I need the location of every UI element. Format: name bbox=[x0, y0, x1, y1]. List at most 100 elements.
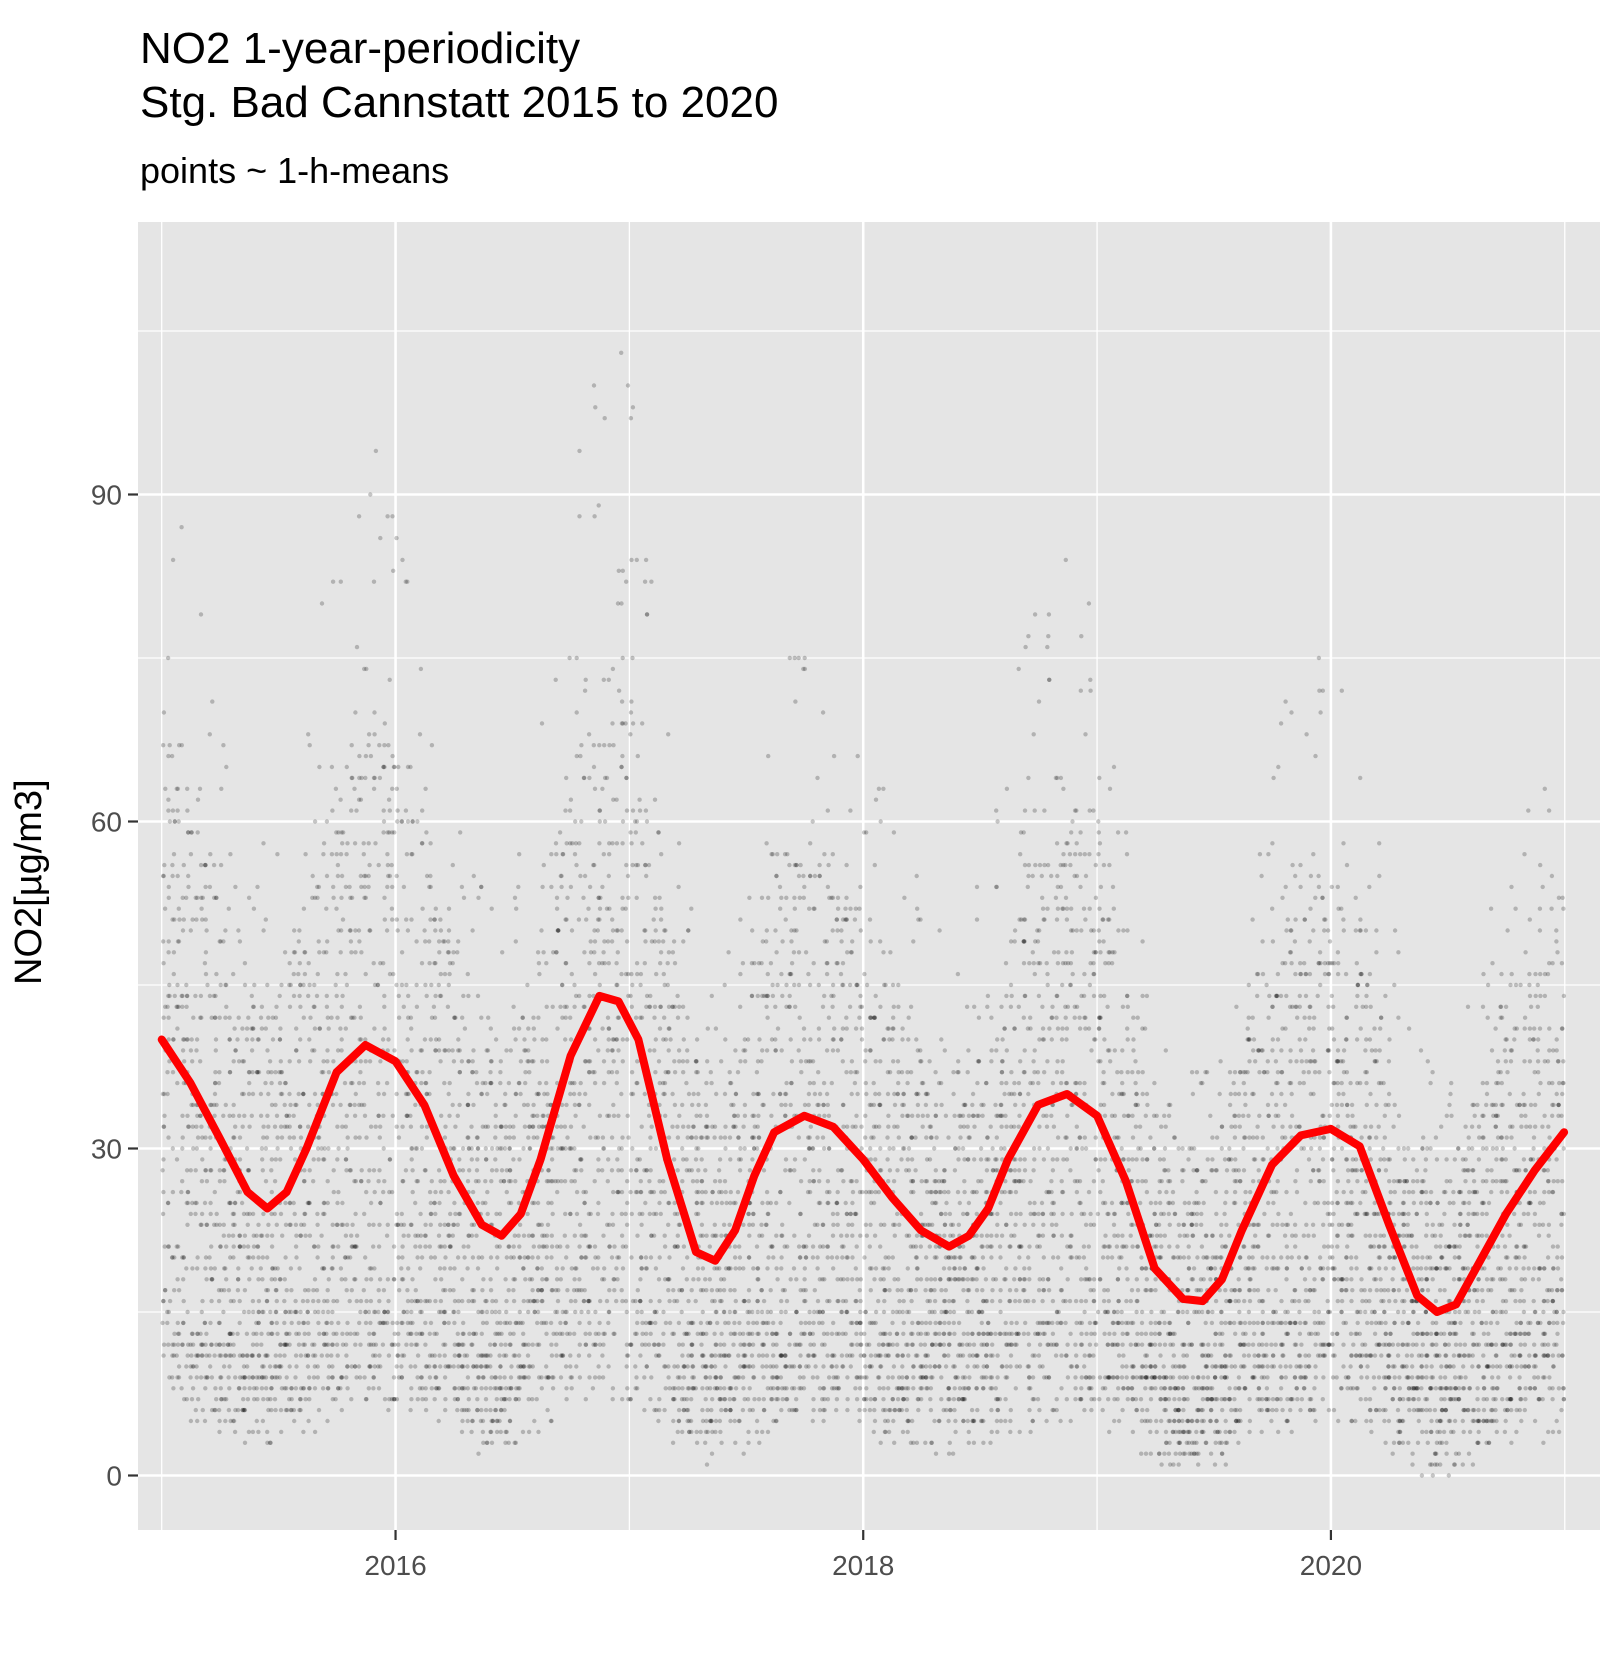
data-point bbox=[831, 1266, 836, 1271]
data-point bbox=[787, 655, 792, 661]
data-point bbox=[475, 1200, 480, 1206]
data-point bbox=[703, 1429, 709, 1435]
data-point bbox=[423, 786, 428, 791]
data-point bbox=[574, 1189, 580, 1195]
data-point bbox=[405, 928, 411, 933]
data-point bbox=[703, 1168, 708, 1173]
data-point bbox=[200, 1298, 205, 1304]
data-point bbox=[259, 1146, 265, 1151]
data-point bbox=[785, 852, 790, 857]
data-point bbox=[553, 1288, 559, 1293]
data-point bbox=[394, 1320, 400, 1326]
data-point bbox=[452, 1353, 457, 1358]
data-point bbox=[704, 1080, 709, 1086]
data-point bbox=[194, 1124, 199, 1129]
data-point bbox=[700, 1386, 705, 1391]
data-point bbox=[325, 1309, 331, 1315]
data-point bbox=[577, 1091, 582, 1097]
data-point bbox=[270, 1266, 275, 1271]
data-point bbox=[219, 1397, 224, 1402]
data-point bbox=[595, 1266, 600, 1271]
data-point bbox=[662, 1233, 667, 1238]
data-point bbox=[320, 1386, 326, 1391]
data-point bbox=[590, 1266, 596, 1271]
data-point bbox=[914, 1266, 920, 1271]
data-point bbox=[446, 928, 452, 933]
data-point bbox=[208, 1135, 213, 1140]
data-point bbox=[802, 1331, 807, 1337]
data-point bbox=[892, 1102, 898, 1108]
data-point bbox=[750, 1222, 756, 1228]
data-point bbox=[479, 1091, 485, 1097]
data-point bbox=[749, 1353, 755, 1358]
data-point bbox=[923, 1320, 929, 1326]
data-point bbox=[497, 1353, 502, 1358]
data-point bbox=[718, 1288, 723, 1293]
data-point bbox=[738, 917, 743, 922]
data-point bbox=[175, 1320, 180, 1326]
data-point bbox=[289, 1397, 294, 1402]
data-point bbox=[568, 1353, 573, 1358]
data-point bbox=[368, 1364, 373, 1369]
data-point bbox=[597, 1375, 602, 1380]
data-point bbox=[639, 1266, 644, 1271]
data-point bbox=[312, 1364, 317, 1369]
data-point bbox=[521, 1342, 527, 1347]
data-point bbox=[409, 1342, 414, 1347]
data-point bbox=[184, 1168, 190, 1173]
data-point bbox=[263, 1179, 269, 1184]
data-point bbox=[293, 1309, 298, 1315]
data-point bbox=[774, 1418, 779, 1424]
data-point bbox=[783, 1157, 789, 1162]
data-point bbox=[660, 1080, 666, 1086]
data-point bbox=[301, 1222, 307, 1228]
data-point bbox=[610, 917, 615, 922]
data-point bbox=[483, 1146, 488, 1151]
data-point bbox=[644, 873, 649, 879]
data-point bbox=[737, 1418, 742, 1424]
data-point bbox=[675, 1211, 680, 1217]
data-point bbox=[891, 1146, 896, 1151]
data-point bbox=[666, 1375, 671, 1380]
data-point bbox=[316, 1244, 321, 1249]
data-point bbox=[224, 764, 229, 770]
data-point bbox=[563, 1364, 569, 1369]
data-point bbox=[909, 1157, 915, 1162]
data-point bbox=[506, 1080, 512, 1086]
data-point bbox=[502, 1397, 507, 1402]
data-point bbox=[789, 961, 795, 966]
data-point bbox=[765, 971, 770, 977]
data-point bbox=[358, 1015, 363, 1020]
data-point bbox=[273, 1015, 279, 1020]
data-point bbox=[391, 1375, 397, 1380]
data-point bbox=[628, 830, 633, 835]
data-point bbox=[316, 1135, 321, 1140]
data-point bbox=[160, 1320, 165, 1326]
data-point bbox=[829, 993, 834, 999]
data-point bbox=[307, 1200, 312, 1206]
data-point bbox=[905, 1418, 910, 1424]
data-point bbox=[504, 1429, 509, 1435]
data-point bbox=[810, 1146, 815, 1151]
data-point bbox=[282, 1386, 287, 1391]
data-point bbox=[474, 1080, 480, 1086]
data-point bbox=[394, 1364, 399, 1369]
data-point bbox=[273, 1288, 279, 1293]
data-point bbox=[277, 1364, 282, 1369]
data-point bbox=[390, 917, 395, 922]
data-point bbox=[317, 950, 322, 955]
data-point bbox=[722, 1342, 727, 1347]
data-point bbox=[217, 1070, 222, 1075]
data-point bbox=[203, 1266, 208, 1271]
data-point bbox=[297, 1397, 303, 1402]
data-point bbox=[905, 1080, 910, 1086]
data-point bbox=[703, 1189, 708, 1195]
data-point bbox=[269, 1331, 274, 1337]
data-point bbox=[451, 1059, 457, 1064]
data-point bbox=[446, 1320, 451, 1326]
data-point bbox=[218, 862, 224, 868]
data-point bbox=[236, 1015, 241, 1020]
data-point bbox=[362, 666, 367, 672]
data-point bbox=[597, 906, 603, 911]
data-point bbox=[614, 1080, 619, 1086]
